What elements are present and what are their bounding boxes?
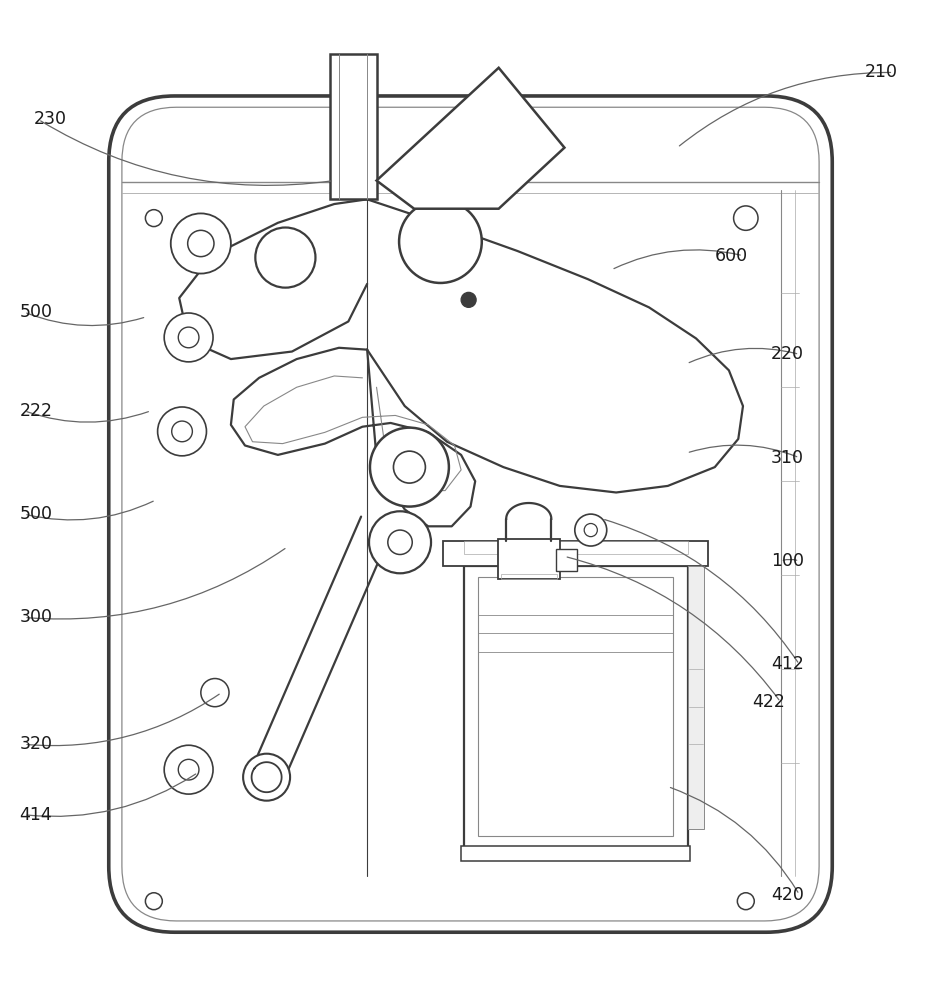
Text: 320: 320 (20, 735, 53, 753)
Text: 500: 500 (20, 303, 53, 321)
Polygon shape (376, 68, 565, 209)
Text: 220: 220 (772, 345, 805, 363)
Bar (688, 566, 705, 829)
Circle shape (584, 523, 598, 537)
Text: 420: 420 (772, 886, 804, 904)
Circle shape (734, 206, 758, 230)
Text: 210: 210 (865, 63, 898, 81)
FancyBboxPatch shape (109, 96, 832, 932)
Circle shape (575, 514, 607, 546)
Bar (478, 577, 674, 836)
Text: 500: 500 (20, 505, 53, 523)
Circle shape (157, 407, 206, 456)
Text: 230: 230 (34, 110, 67, 128)
Bar (498, 539, 560, 579)
Bar (501, 574, 557, 579)
Circle shape (393, 451, 425, 483)
Bar (461, 846, 691, 861)
Circle shape (187, 230, 214, 257)
Circle shape (399, 200, 482, 283)
Circle shape (369, 511, 431, 573)
Circle shape (738, 893, 755, 910)
Bar (464, 566, 688, 848)
Text: 414: 414 (20, 806, 53, 824)
Text: 600: 600 (715, 247, 748, 265)
Circle shape (370, 428, 449, 507)
Bar (556, 549, 577, 571)
Circle shape (255, 228, 315, 288)
Circle shape (178, 759, 199, 780)
Text: 100: 100 (772, 552, 805, 570)
Text: 422: 422 (753, 693, 785, 711)
Circle shape (146, 893, 162, 910)
Circle shape (170, 213, 231, 274)
Bar (464, 541, 688, 554)
Circle shape (164, 745, 213, 794)
Text: 300: 300 (20, 608, 53, 626)
Circle shape (178, 327, 199, 348)
Circle shape (243, 754, 290, 801)
Text: 222: 222 (20, 402, 53, 420)
Circle shape (146, 210, 162, 227)
Bar (329, 54, 376, 199)
Bar (443, 541, 709, 566)
Text: 310: 310 (772, 449, 805, 467)
Text: 412: 412 (772, 655, 804, 673)
Circle shape (461, 292, 476, 307)
Circle shape (171, 421, 192, 442)
Circle shape (164, 313, 213, 362)
Circle shape (388, 530, 412, 554)
Circle shape (200, 679, 229, 707)
